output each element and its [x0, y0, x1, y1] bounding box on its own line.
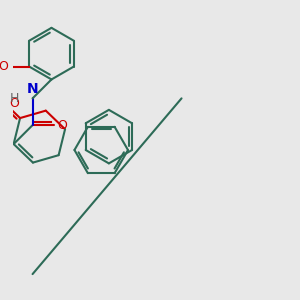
Text: N: N [27, 82, 38, 97]
Text: O: O [57, 118, 67, 132]
Text: O: O [0, 60, 8, 73]
Text: H: H [10, 92, 19, 105]
Text: O: O [10, 97, 20, 110]
